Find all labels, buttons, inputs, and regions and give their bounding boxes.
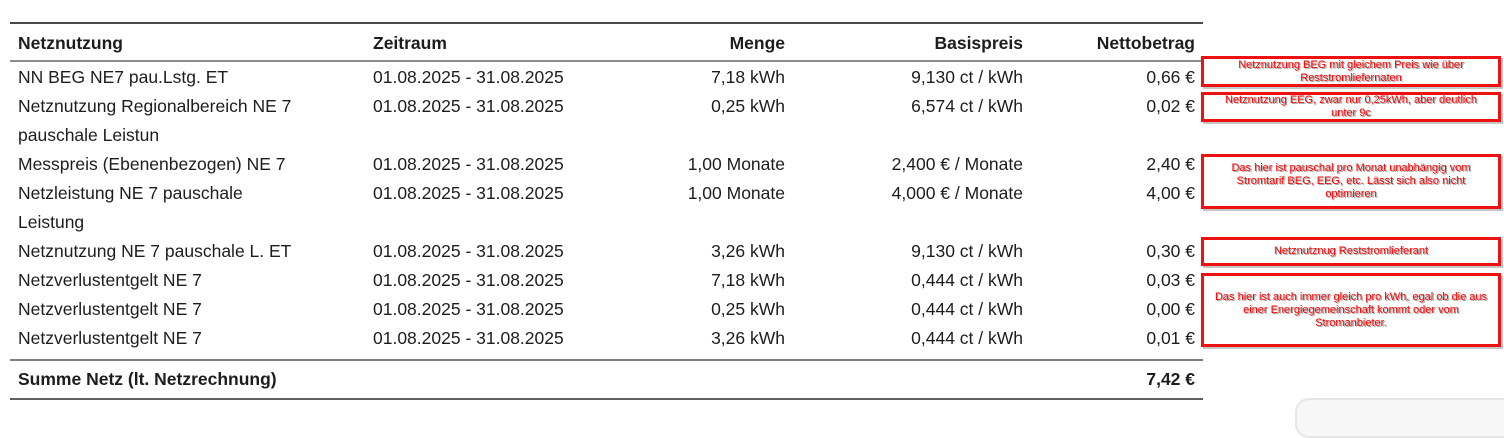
row-name: Messpreis (Ebenenbezogen) NE 7 <box>18 154 286 174</box>
table-row: Messpreis (Ebenenbezogen) NE 7 01.08.202… <box>10 150 1203 179</box>
row-basispreis: 2,400 € / Monate <box>891 154 1023 174</box>
row-menge: 7,18 kWh <box>711 67 785 87</box>
row-menge: 7,18 kWh <box>711 270 785 290</box>
row-netto: 4,00 € <box>1146 183 1195 203</box>
row-basispreis: 6,574 ct / kWh <box>911 96 1023 116</box>
row-netto: 0,03 € <box>1146 270 1195 290</box>
row-period: 01.08.2025 - 31.08.2025 <box>373 299 564 319</box>
table-row: Netznutzung Regionalbereich NE 7 01.08.2… <box>10 92 1203 150</box>
table-row: Netzverlustentgelt NE 7 01.08.2025 - 31.… <box>10 266 1203 295</box>
row-name: Netzverlustentgelt NE 7 <box>18 328 202 348</box>
row-menge: 1,00 Monate <box>687 154 785 174</box>
summary-label: Summe Netz (lt. Netzrechnung) <box>18 369 277 389</box>
row-basispreis: 4,000 € / Monate <box>891 183 1023 203</box>
annotation-text: Das hier ist pauschal pro Monat unabhäng… <box>1231 162 1471 200</box>
row-name: Netzleistung NE 7 pauschale <box>18 183 243 203</box>
table-row: Netznutzung NE 7 pauschale L. ET 01.08.2… <box>10 237 1203 266</box>
table-header-row: Netznutzung Zeitraum Menge Basispreis Ne… <box>10 24 1203 62</box>
table-row: NN BEG NE7 pau.Lstg. ET 01.08.2025 - 31.… <box>10 63 1203 92</box>
row-netto: 0,00 € <box>1146 299 1195 319</box>
row-netto: 2,40 € <box>1146 154 1195 174</box>
annotation-box-per-kwh: Das hier ist auch immer gleich pro kWh, … <box>1201 273 1501 347</box>
annotation-box-eeg-price: Netznutzung EEG, zwar nur 0,25kWh, aber … <box>1201 92 1501 122</box>
row-name: Netznutzung Regionalbereich NE 7 <box>18 96 292 116</box>
row-netto: 0,01 € <box>1146 328 1195 348</box>
annotation-text: Das hier ist auch immer gleich pro kWh, … <box>1214 290 1488 329</box>
row-period: 01.08.2025 - 31.08.2025 <box>373 270 564 290</box>
annotation-text: Netznutznug Reststromlieferant <box>1273 245 1429 257</box>
annotation-text: Netznutzung BEG mit gleichem Preis wie ü… <box>1238 58 1464 84</box>
table-row: Netzverlustentgelt NE 7 01.08.2025 - 31.… <box>10 295 1203 324</box>
row-name: Netzverlustentgelt NE 7 <box>18 299 202 319</box>
row-menge: 3,26 kWh <box>711 241 785 261</box>
row-menge: 3,26 kWh <box>711 328 785 348</box>
row-name: Netznutzung NE 7 pauschale L. ET <box>18 241 292 261</box>
row-period: 01.08.2025 - 31.08.2025 <box>373 241 564 261</box>
annotation-box-beg-price: Netznutzung BEG mit gleichem Preis wie ü… <box>1201 56 1501 87</box>
row-period: 01.08.2025 - 31.08.2025 <box>373 183 564 203</box>
clipped-tooltip-corner <box>1295 398 1504 438</box>
table-row: Netzverlustentgelt NE 7 01.08.2025 - 31.… <box>10 324 1203 353</box>
row-name: Netzverlustentgelt NE 7 <box>18 270 202 290</box>
summary-row: Summe Netz (lt. Netzrechnung) 7,42 € <box>10 359 1203 400</box>
row-menge: 0,25 kWh <box>711 96 785 116</box>
annotation-box-reststrom: Netznutznug Reststromlieferant <box>1201 237 1501 266</box>
header-nettobetrag: Nettobetrag <box>1096 33 1195 53</box>
summary-value: 7,42 € <box>1146 369 1195 389</box>
row-name-wrap: pauschale Leistun <box>18 125 160 145</box>
header-basispreis: Basispreis <box>934 33 1023 53</box>
header-netznutzung: Netznutzung <box>18 33 123 53</box>
row-basispreis: 0,444 ct / kWh <box>911 270 1023 290</box>
net-usage-table: Netznutzung Zeitraum Menge Basispreis Ne… <box>10 22 1203 400</box>
row-name-wrap: Leistung <box>18 212 85 232</box>
header-menge: Menge <box>729 33 785 53</box>
row-menge: 1,00 Monate <box>687 183 785 203</box>
row-menge: 0,25 kWh <box>711 299 785 319</box>
row-name: NN BEG NE7 pau.Lstg. ET <box>18 67 229 87</box>
row-netto: 0,66 € <box>1146 67 1195 87</box>
row-basispreis: 9,130 ct / kWh <box>911 67 1023 87</box>
row-netto: 0,30 € <box>1146 241 1195 261</box>
row-basispreis: 0,444 ct / kWh <box>911 328 1023 348</box>
table-row: Netzleistung NE 7 pauschale 01.08.2025 -… <box>10 179 1203 237</box>
row-basispreis: 0,444 ct / kWh <box>911 299 1023 319</box>
annotation-text: Netznutzung EEG, zwar nur 0,25kWh, aber … <box>1225 94 1477 119</box>
annotation-box-monthly-flat: Das hier ist pauschal pro Monat unabhäng… <box>1201 154 1501 209</box>
row-period: 01.08.2025 - 31.08.2025 <box>373 154 564 174</box>
row-period: 01.08.2025 - 31.08.2025 <box>373 328 564 348</box>
row-basispreis: 9,130 ct / kWh <box>911 241 1023 261</box>
row-period: 01.08.2025 - 31.08.2025 <box>373 96 564 116</box>
header-zeitraum: Zeitraum <box>373 33 447 53</box>
row-netto: 0,02 € <box>1146 96 1195 116</box>
row-period: 01.08.2025 - 31.08.2025 <box>373 67 564 87</box>
table-body: NN BEG NE7 pau.Lstg. ET 01.08.2025 - 31.… <box>10 62 1203 353</box>
